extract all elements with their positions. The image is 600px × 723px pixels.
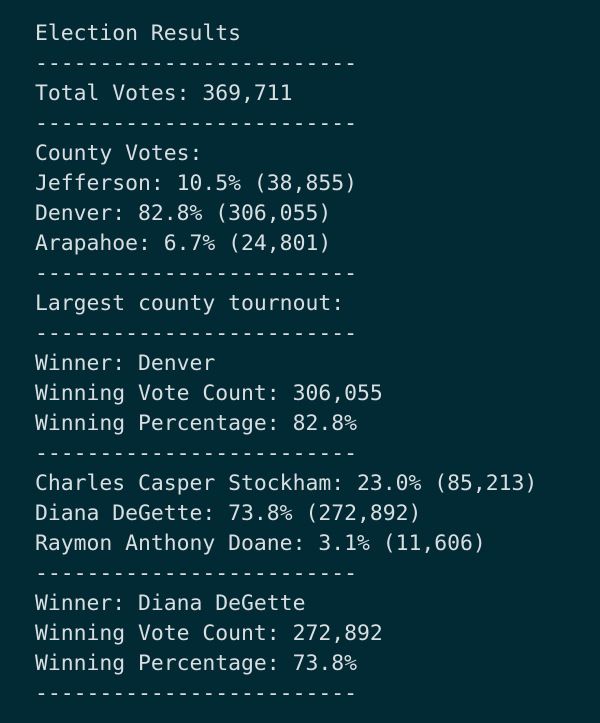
output-line: Winning Vote Count: 272,892 — [35, 621, 383, 646]
separator-line: ------------------------- — [35, 561, 357, 586]
output-line: Diana DeGette: 73.8% (272,892) — [35, 501, 422, 526]
separator-line: ------------------------- — [35, 111, 357, 136]
output-line: Total Votes: 369,711 — [35, 81, 293, 106]
output-line: Election Results — [35, 21, 242, 46]
output-line: Denver: 82.8% (306,055) — [35, 201, 332, 226]
output-line: Charles Casper Stockham: 23.0% (85,213) — [35, 471, 538, 496]
output-line: Jefferson: 10.5% (38,855) — [35, 171, 357, 196]
separator-line: ------------------------- — [35, 51, 357, 76]
separator-line: ------------------------- — [35, 681, 357, 706]
separator-line: ------------------------- — [35, 261, 357, 286]
output-line: Winning Percentage: 82.8% — [35, 411, 357, 436]
output-line: Arapahoe: 6.7% (24,801) — [35, 231, 332, 256]
output-line: Winner: Diana DeGette — [35, 591, 306, 616]
output-line: Raymon Anthony Doane: 3.1% (11,606) — [35, 531, 486, 556]
output-line: Largest county tournout: — [35, 291, 345, 316]
separator-line: ------------------------- — [35, 321, 357, 346]
output-line: County Votes: — [35, 141, 203, 166]
output-line: Winner: Denver — [35, 351, 216, 376]
output-line: Winning Percentage: 73.8% — [35, 651, 357, 676]
separator-line: ------------------------- — [35, 441, 357, 466]
output-line: Winning Vote Count: 306,055 — [35, 381, 383, 406]
